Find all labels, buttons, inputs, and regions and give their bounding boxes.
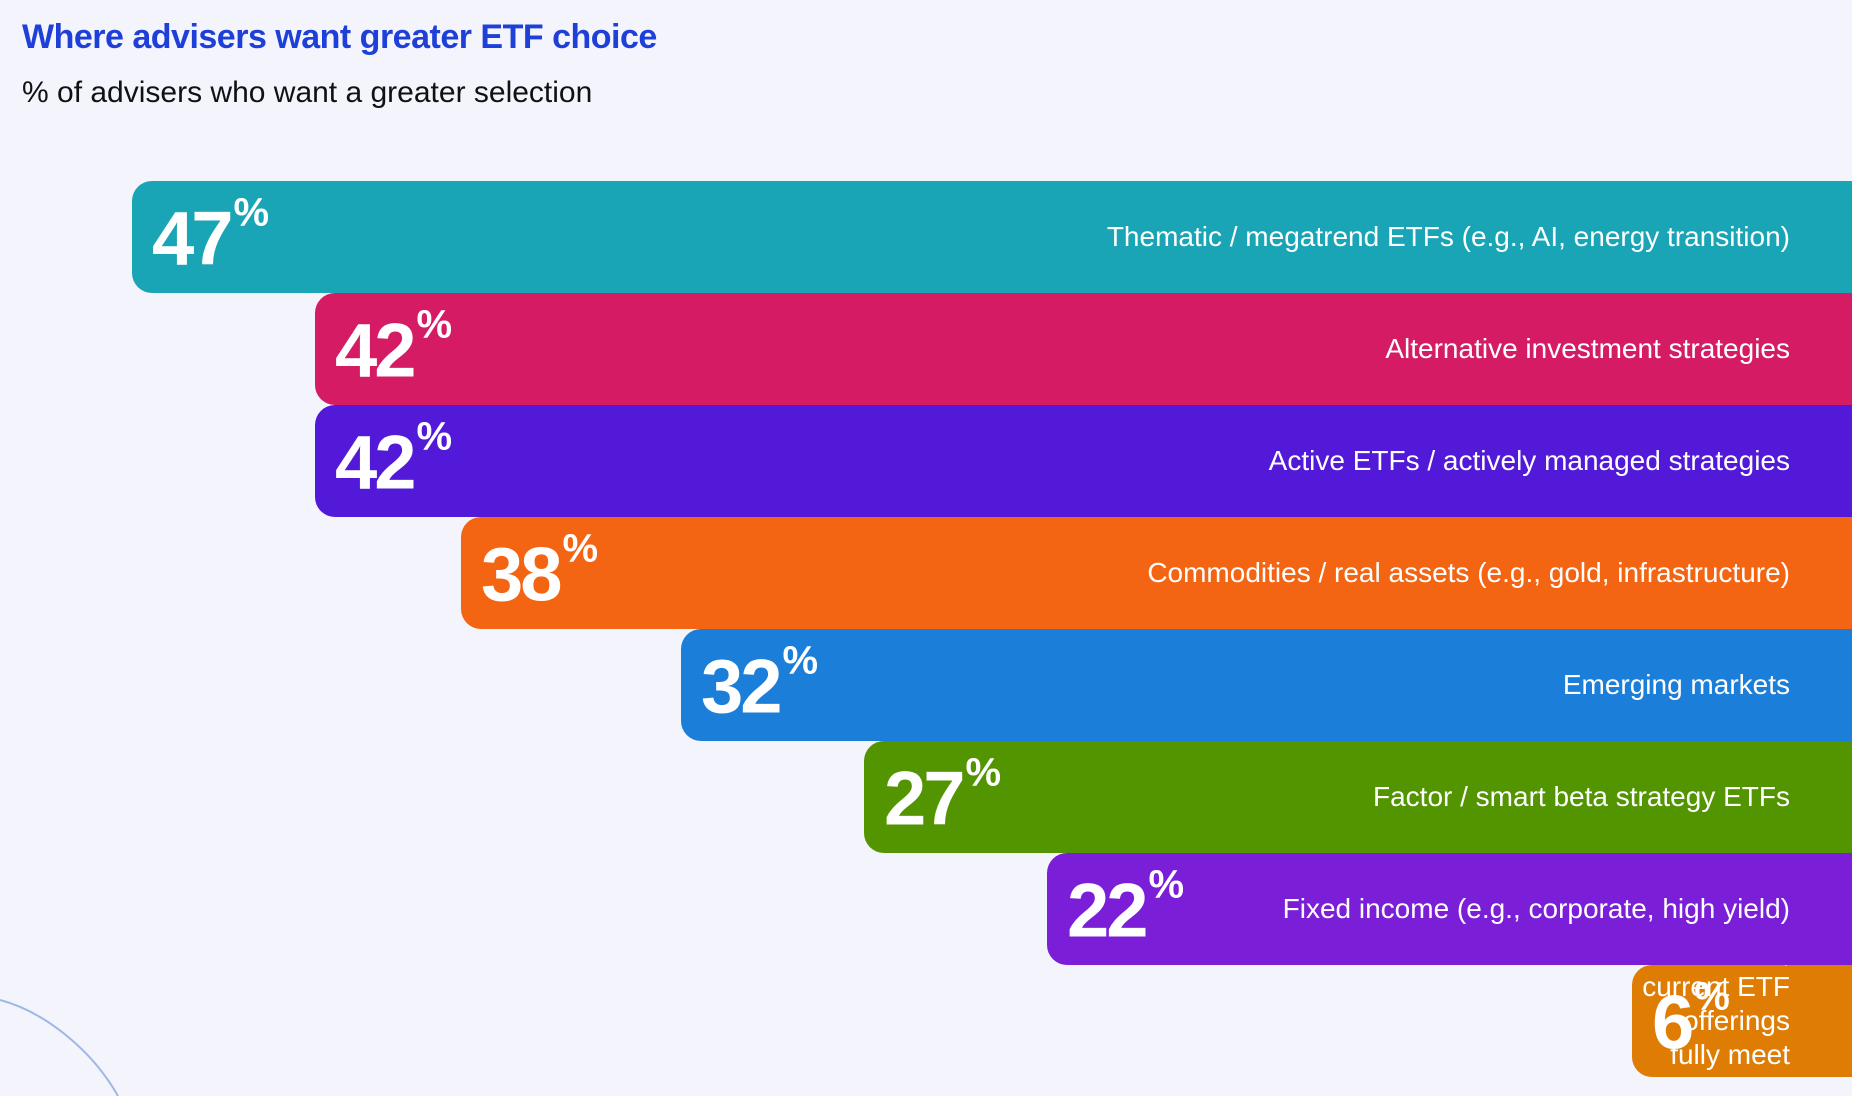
bar-value: 6 — [1652, 980, 1694, 1066]
bar-value: 42 — [335, 420, 417, 506]
bar-value-label: 47% — [152, 193, 269, 282]
bar-value: 42 — [335, 308, 417, 394]
bar-category-label: Alternative investment strategies — [1385, 333, 1790, 364]
bar-7: 22% Fixed income (e.g., corporate, high y… — [1047, 853, 1852, 965]
bar-category-label: Factor / smart beta strategy ETFs — [1372, 781, 1790, 812]
chart-title: Where advisers want greater ETF choice — [22, 18, 657, 56]
bar-value: 32 — [701, 644, 783, 730]
bar-value: 38 — [481, 532, 563, 618]
bar-category-label: Commodities / real assets (e.g., gold, i… — [1147, 557, 1790, 588]
bar-6: 27% Factor / smart beta strategy ETFs — [864, 741, 1852, 853]
bar-category-label: Active ETFs / actively managed strategie… — [1268, 445, 1790, 476]
bar-value: 22 — [1067, 868, 1149, 954]
bar-category-label: Fixed income (e.g., corporate, high yiel… — [1282, 893, 1790, 924]
percent-sign: % — [233, 190, 270, 235]
bar-3: 42% Active ETFs / actively managed strate… — [315, 405, 1852, 517]
percent-sign: % — [562, 526, 599, 571]
bar-value-label: 32% — [701, 641, 818, 730]
bar-5: 32% Emerging markets — [681, 629, 1852, 741]
bar-category-label: Emerging markets — [1562, 669, 1790, 700]
bar-value: 27 — [884, 756, 966, 842]
bar-value: 47 — [152, 196, 234, 282]
percent-sign: % — [416, 302, 453, 347]
bar-category-label: None, current ETF offerings fully meet m… — [1642, 965, 1790, 1077]
bar-value-label: 22% — [1067, 865, 1184, 954]
bar-value-label: 6% — [1652, 977, 1730, 1066]
bar-value-label: 38% — [481, 529, 598, 618]
percent-sign: % — [965, 750, 1002, 795]
bar-value-label: 42% — [335, 305, 452, 394]
bar-value-label: 42% — [335, 417, 452, 506]
bar-4: 38% Commodities / real assets (e.g., gold… — [461, 517, 1852, 629]
bar-category-label: Thematic / megatrend ETFs (e.g., AI, ene… — [1106, 221, 1790, 252]
percent-sign: % — [782, 638, 819, 683]
bar-1: 47% Thematic / megatrend ETFs (e.g., AI, … — [132, 181, 1852, 293]
percent-sign: % — [1694, 974, 1730, 1019]
chart-subtitle: % of advisers who want a greater selecti… — [22, 76, 593, 109]
percent-sign: % — [1148, 862, 1185, 907]
bar-value-label: 27% — [884, 753, 1001, 842]
bar-8: 6%None, current ETF offerings fully meet… — [1632, 965, 1852, 1077]
bar-2: 42% Alternative investment strategies — [315, 293, 1852, 405]
percent-sign: % — [416, 414, 453, 459]
